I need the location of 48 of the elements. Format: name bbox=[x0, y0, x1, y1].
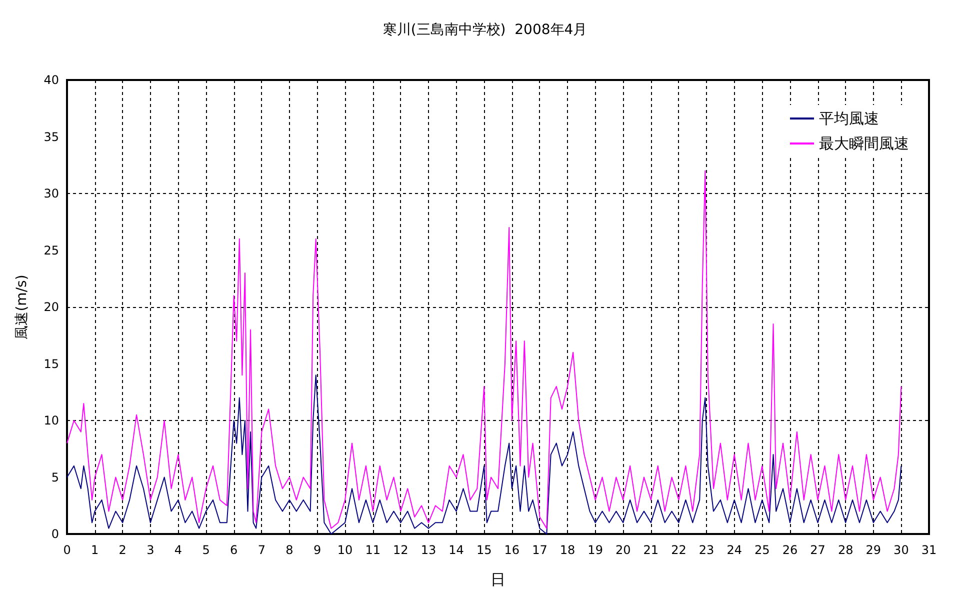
x-tick-label: 2 bbox=[118, 543, 126, 557]
x-tick-label: 24 bbox=[726, 543, 742, 557]
x-tick-label: 22 bbox=[671, 543, 686, 557]
x-tick-label: 13 bbox=[420, 543, 436, 557]
x-tick-label: 1 bbox=[90, 543, 99, 557]
legend-label: 最大瞬間風速 bbox=[819, 134, 909, 152]
x-tick-label: 12 bbox=[393, 543, 408, 557]
x-tick-label: 23 bbox=[698, 543, 714, 557]
y-tick-label: 0 bbox=[51, 527, 59, 541]
x-tick-label: 3 bbox=[146, 543, 154, 557]
x-tick-label: 16 bbox=[504, 543, 520, 557]
x-axis-title: 日 bbox=[490, 570, 506, 588]
x-tick-label: 14 bbox=[448, 543, 464, 557]
y-tick-label: 25 bbox=[44, 243, 59, 258]
y-tick-label: 15 bbox=[44, 356, 59, 371]
x-tick-label: 9 bbox=[313, 543, 322, 557]
chart-title: 寒川(三島南中学校) 2008年4月 bbox=[382, 22, 588, 38]
y-tick-label: 10 bbox=[44, 414, 59, 428]
x-tick-label: 27 bbox=[810, 543, 826, 557]
y-tick-label: 5 bbox=[51, 470, 59, 484]
x-tick-label: 7 bbox=[258, 543, 266, 557]
x-tick-label: 10 bbox=[337, 543, 353, 557]
legend-label: 平均風速 bbox=[819, 110, 879, 128]
x-tick-label: 26 bbox=[782, 543, 798, 557]
x-tick-label: 20 bbox=[615, 543, 631, 557]
y-tick-label: 20 bbox=[44, 300, 59, 314]
x-tick-label: 18 bbox=[560, 543, 576, 557]
y-axis-title: 風速(m/s) bbox=[14, 274, 30, 340]
y-tick-label: 35 bbox=[44, 130, 59, 144]
x-tick-label: 25 bbox=[754, 543, 770, 557]
x-tick-label: 5 bbox=[202, 543, 210, 557]
x-tick-label: 29 bbox=[866, 543, 882, 557]
y-tick-label: 30 bbox=[44, 186, 59, 200]
x-tick-label: 6 bbox=[230, 543, 238, 557]
x-tick-label: 0 bbox=[63, 543, 71, 557]
x-tick-label: 21 bbox=[643, 543, 659, 557]
x-tick-label: 11 bbox=[365, 543, 381, 557]
x-tick-label: 8 bbox=[286, 543, 294, 557]
line-series bbox=[66, 170, 902, 529]
x-tick-label: 15 bbox=[476, 543, 492, 557]
x-tick-label: 30 bbox=[894, 543, 909, 557]
x-tick-label: 4 bbox=[174, 543, 182, 557]
x-tick-label: 31 bbox=[921, 543, 937, 557]
x-tick-label: 28 bbox=[838, 543, 854, 557]
x-tick-label: 17 bbox=[532, 543, 548, 557]
line-series bbox=[66, 374, 902, 534]
x-tick-label: 19 bbox=[588, 543, 603, 557]
y-tick-label: 40 bbox=[44, 73, 59, 87]
